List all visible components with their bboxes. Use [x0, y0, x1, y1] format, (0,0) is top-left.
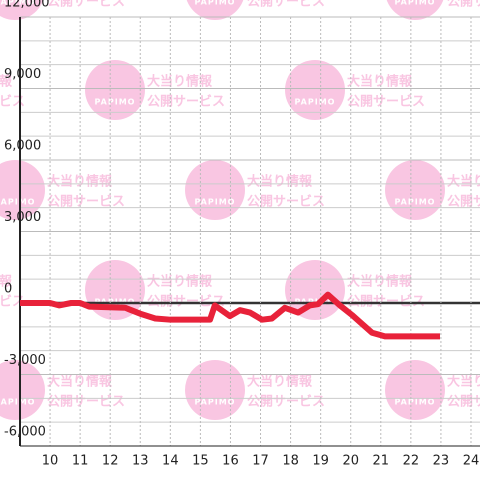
watermark-logo: [85, 60, 145, 120]
watermark-text: 公開サービス: [0, 94, 25, 110]
watermark-text: 公開サービス: [147, 294, 225, 310]
watermark-text: 公開サービス: [247, 0, 325, 10]
x-tick-label: 21: [373, 454, 390, 469]
x-tick-label: 19: [312, 454, 329, 469]
y-tick-label: 12,000: [4, 0, 50, 11]
watermark-logo: [0, 160, 45, 220]
x-tick-label: 23: [433, 454, 450, 469]
watermark-text: 公開サービス: [447, 0, 480, 10]
watermark-text: 公開サービス: [447, 194, 480, 210]
watermark-text: 大当り情報: [247, 374, 313, 390]
watermark-logo: [0, 360, 45, 420]
watermark-text: 大当り情報: [447, 174, 480, 190]
y-tick-label: 0: [4, 282, 12, 297]
watermark-brand: PAPIMO: [295, 98, 336, 107]
x-tick-label: 24: [463, 454, 480, 469]
x-tick-label: 18: [282, 454, 299, 469]
watermark-text: 大当り情報: [147, 74, 213, 90]
watermark-brand: PAPIMO: [395, 398, 436, 407]
x-tick-label: 16: [222, 454, 239, 469]
watermark-text: 大当り情報: [0, 74, 13, 90]
watermark-brand: PAPIMO: [395, 0, 436, 7]
watermark-brand: PAPIMO: [0, 198, 35, 207]
x-tick-label: 20: [342, 454, 359, 469]
y-tick-label: 9,000: [4, 67, 41, 82]
x-tick-label: 17: [252, 454, 269, 469]
x-tick-label: 15: [192, 454, 209, 469]
watermark-text: 大当り情報: [347, 274, 413, 290]
watermark-text: 公開サービス: [347, 94, 425, 110]
watermark-text: 公開サービス: [247, 194, 325, 210]
watermark-text: 公開サービス: [47, 394, 125, 410]
x-tick-label: 22: [403, 454, 420, 469]
watermark-text: 大当り情報: [0, 274, 13, 290]
watermark-logo: [385, 360, 445, 420]
watermark-text: 公開サービス: [247, 394, 325, 410]
y-tick-label: -3,000: [4, 353, 46, 368]
watermark: PAPIMO大当り情報公開サービスPAPIMO大当り情報公開サービスPAPIMO…: [0, 0, 480, 420]
x-tick-label: 12: [102, 454, 119, 469]
watermark-brand: PAPIMO: [0, 398, 35, 407]
watermark-brand: PAPIMO: [195, 198, 236, 207]
x-tick-label: 14: [162, 454, 179, 469]
watermark-brand: PAPIMO: [395, 198, 436, 207]
watermark-logo: [0, 0, 44, 20]
watermark-text: 公開サービス: [447, 394, 480, 410]
watermark-text: 大当り情報: [147, 274, 213, 290]
watermark-brand: PAPIMO: [195, 398, 236, 407]
y-tick-label: 6,000: [4, 139, 41, 154]
y-tick-label: -6,000: [4, 425, 46, 440]
watermark-text: 公開サービス: [47, 0, 125, 10]
x-tick-label: 11: [72, 454, 89, 469]
watermark-brand: PAPIMO: [0, 0, 35, 7]
watermark-text: 大当り情報: [247, 174, 313, 190]
watermark-logo: [186, 0, 244, 20]
y-tick-label: 3,000: [4, 210, 41, 225]
watermark-text: 公開サービス: [147, 94, 225, 110]
watermark-logo: [285, 60, 345, 120]
watermark-logo: [185, 160, 245, 220]
watermark-text: 公開サービス: [47, 194, 125, 210]
data-line: [20, 291, 441, 340]
watermark-logo: [185, 360, 245, 420]
watermark-text: 大当り情報: [347, 74, 413, 90]
watermark-brand: PAPIMO: [95, 98, 136, 107]
x-tick-label: 13: [132, 454, 149, 469]
watermark-text: 公開サービス: [0, 294, 25, 310]
watermark-text: 公開サービス: [347, 294, 425, 310]
watermark-logo: [385, 160, 445, 220]
watermark-brand: PAPIMO: [195, 0, 236, 7]
x-tick-label: 10: [42, 454, 59, 469]
watermark-logo: [386, 0, 444, 20]
watermark-text: 大当り情報: [447, 374, 480, 390]
watermark-logo: [285, 260, 345, 320]
